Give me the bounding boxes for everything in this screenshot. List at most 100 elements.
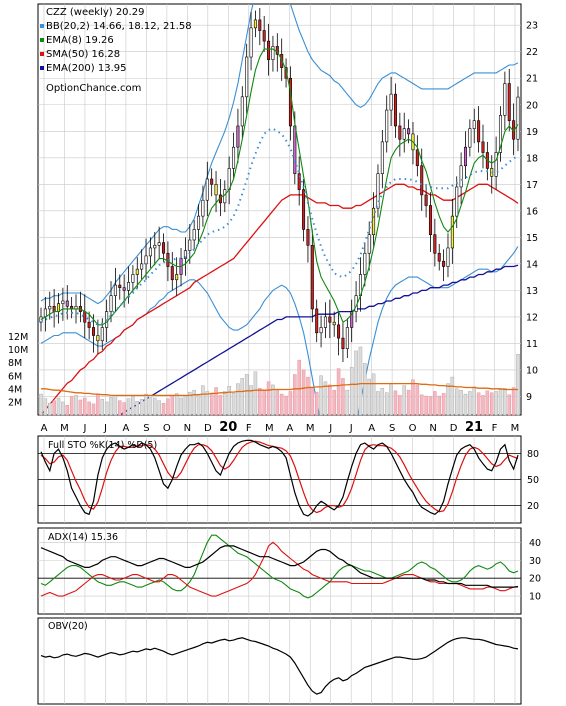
adx-panel: 10 20 30 40: [37, 527, 541, 615]
x-tick-label: F: [492, 423, 498, 434]
candle-body: [420, 165, 424, 196]
volume-bar: [192, 389, 196, 416]
price-plot-area: [39, 4, 520, 415]
volume-bar: [454, 388, 459, 416]
candle-body: [507, 83, 511, 121]
candle-body: [402, 128, 406, 140]
volume-bar: [428, 396, 433, 416]
adx-tick-label: 20: [529, 574, 541, 585]
volume-bar: [503, 387, 507, 416]
candle-body: [450, 215, 454, 249]
y-tick-label: 17: [526, 180, 538, 191]
volume-bar: [236, 383, 240, 416]
volume-bar: [100, 399, 105, 416]
volume-bar: [301, 369, 306, 416]
volume-bar: [468, 391, 472, 416]
x-tick-label: N: [184, 423, 191, 434]
candle-body: [48, 305, 52, 310]
x-tick-label: A: [286, 423, 293, 434]
volume-bar: [122, 402, 126, 416]
volume-bar: [196, 394, 201, 416]
y-tick-label: 23: [526, 21, 538, 32]
sto-k-line: [40, 439, 519, 517]
x-tick-label: A: [122, 423, 129, 434]
candle-body: [127, 282, 131, 291]
volume-bar: [74, 395, 78, 416]
candle-body: [170, 266, 174, 281]
volume-bar: [332, 389, 336, 416]
candle-body: [65, 300, 69, 307]
candle-body: [153, 244, 157, 249]
volume-bar: [310, 386, 315, 416]
volume-bar: [402, 385, 406, 416]
volume-bar: [354, 350, 358, 416]
watermark: OptionChance.com: [46, 83, 141, 94]
volume-bar: [419, 394, 424, 416]
candle-body: [319, 327, 323, 334]
candle-body: [118, 284, 122, 289]
candle-body: [61, 300, 65, 304]
candle-body: [463, 146, 467, 167]
volume-tick-label: 8M: [8, 358, 22, 369]
obv-line: [40, 637, 519, 695]
candle-body: [258, 19, 262, 31]
price-panel: 9 10 11 12 13 14 15 16 17 18 19 20 21 22 23: [37, 3, 538, 416]
volume-bar: [323, 381, 328, 416]
candle-body: [393, 93, 397, 127]
candle-body: [472, 120, 476, 129]
volume-bar: [249, 385, 253, 416]
volume-bar: [498, 389, 503, 416]
y-tick-label: 15: [526, 233, 538, 244]
candle-body: [494, 152, 498, 177]
adx-tick-label: 40: [529, 538, 541, 549]
volume-bar: [411, 379, 415, 416]
candle-body: [442, 260, 446, 267]
volume-bar: [253, 371, 258, 416]
candle-body: [302, 189, 306, 230]
volume-bar: [205, 391, 210, 416]
volume-ma-line: [41, 382, 518, 397]
volume-bar: [358, 346, 363, 416]
legend-item: SMA(50) 16.28: [46, 49, 120, 60]
ema8-line: [40, 48, 519, 326]
x-tick-label: F: [246, 423, 252, 434]
bollinger-upper-line: [40, 4, 519, 305]
candle-body: [389, 93, 393, 111]
candle-body: [267, 40, 271, 60]
candle-body: [332, 321, 336, 326]
candle-body: [214, 184, 218, 196]
y-tick-label: 18: [526, 153, 538, 164]
candle-body: [131, 274, 135, 283]
candle-body: [372, 207, 376, 235]
volume-bar: [293, 374, 297, 416]
candle-body: [481, 141, 485, 153]
candle-body: [328, 316, 332, 323]
candle-body: [52, 305, 56, 312]
candle-body: [223, 189, 227, 204]
candle-body: [455, 186, 459, 217]
volume-bar: [183, 395, 188, 416]
candle-body: [109, 295, 113, 312]
volume-bar: [166, 398, 170, 416]
volume-bar: [415, 384, 420, 416]
volume-bar: [170, 395, 175, 416]
volume-panel: 2M 4M 6M 8M 10M 12M: [8, 332, 520, 416]
volume-bar: [139, 399, 144, 416]
legend-swatch: [40, 52, 44, 56]
candle-body: [398, 125, 402, 140]
x-tick-label: M: [306, 423, 315, 434]
volume-bar: [271, 384, 275, 416]
y-tick-label: 21: [526, 74, 538, 85]
x-tick-label: J: [349, 423, 353, 434]
volume-bar: [485, 390, 490, 416]
candle-body: [96, 335, 100, 342]
volume-bar: [262, 390, 266, 416]
volume-bar: [472, 386, 476, 416]
volume-bar: [476, 392, 481, 416]
volume-bar: [367, 378, 371, 416]
volume-bar: [450, 376, 455, 416]
volume-bar: [306, 376, 310, 416]
volume-tick-label: 12M: [8, 332, 28, 343]
volume-bar: [516, 353, 520, 416]
candle-body: [407, 128, 411, 135]
